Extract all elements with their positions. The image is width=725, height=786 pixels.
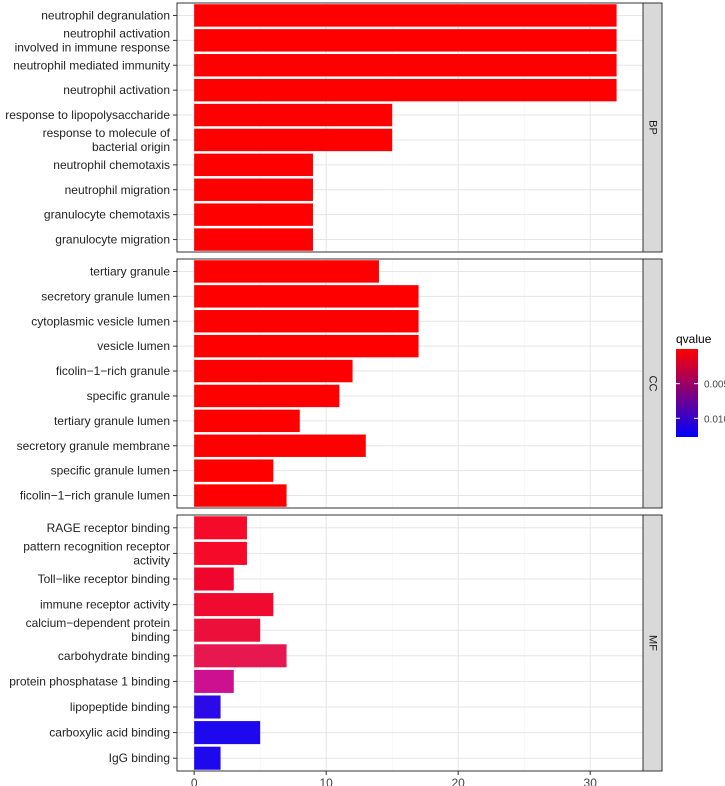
facet-strip-label: MF [647, 635, 659, 651]
x-tick-label: 0 [191, 776, 198, 786]
bar [194, 54, 617, 77]
y-tick-label: granulocyte migration [55, 233, 170, 247]
x-tick-label: 20 [452, 776, 466, 786]
bar [194, 228, 313, 251]
bar [194, 334, 419, 358]
bar [194, 409, 300, 433]
facet-strip-label: BP [647, 120, 659, 135]
bar [194, 178, 313, 201]
y-tick-label: vesicle lumen [97, 339, 170, 353]
bar [194, 593, 274, 617]
bar [194, 541, 247, 565]
bar [194, 29, 617, 52]
y-tick-label: specific granule lumen [51, 464, 170, 478]
bar [194, 203, 313, 226]
facet-strip [642, 2, 663, 253]
y-tick-label: neutrophil chemotaxis [53, 158, 170, 172]
y-tick-label: neutrophil activation [63, 83, 170, 97]
bar [194, 484, 287, 507]
bar [194, 516, 247, 540]
legend-title: qvalue [676, 332, 712, 346]
y-tick-label: tertiary granule [90, 264, 170, 278]
y-tick-label: calcium−dependent protein binding [26, 616, 170, 644]
bar [194, 669, 234, 693]
legend-tick-label: 0.005 [704, 380, 725, 391]
y-tick-label: Toll−like receptor binding [38, 572, 170, 586]
y-tick-label: ficolin−1−rich granule [56, 364, 170, 378]
legend-colorbar [676, 349, 698, 437]
y-tick-label: response to molecule of bacterial origin [43, 126, 171, 154]
facet-strip [642, 514, 663, 772]
y-tick-label: carboxylic acid binding [49, 726, 170, 740]
y-tick-label: cytoplasmic vesicle lumen [31, 314, 170, 328]
bar [194, 359, 353, 383]
bar [194, 459, 274, 482]
facet-strip [642, 258, 663, 509]
y-tick-label: immune receptor activity [40, 598, 170, 612]
bar [194, 721, 261, 745]
y-tick-label: granulocyte chemotaxis [44, 208, 170, 222]
y-tick-label: neutrophil degranulation [41, 8, 170, 22]
bar [194, 695, 221, 719]
x-tick-label: 10 [319, 776, 333, 786]
bar [194, 4, 617, 27]
y-tick-label: neutrophil activation involved in immune … [15, 26, 171, 54]
bar [194, 310, 419, 333]
bar [194, 153, 313, 177]
y-tick-label: neutrophil migration [65, 183, 170, 197]
bar [194, 644, 287, 668]
y-tick-label: response to lipopolysaccharide [5, 108, 170, 122]
bar [194, 78, 617, 102]
facet-strip-label: CC [647, 376, 659, 392]
y-tick-label: IgG binding [109, 751, 170, 765]
y-tick-label: secretory granule membrane [17, 439, 171, 453]
bar [194, 567, 234, 591]
y-tick-label: tertiary granule lumen [54, 414, 170, 428]
legend-tick-label: 0.010 [704, 414, 725, 425]
bar [194, 285, 419, 308]
bar [194, 746, 221, 770]
y-tick-label: carbohydrate binding [58, 649, 170, 663]
bar [194, 618, 261, 642]
bar [194, 103, 393, 127]
y-tick-label: lipopeptide binding [70, 700, 170, 714]
y-tick-label: specific granule [87, 389, 171, 403]
y-tick-label: pattern recognition receptor activity [23, 539, 170, 567]
bar [194, 128, 393, 152]
y-tick-label: RAGE receptor binding [47, 521, 170, 535]
y-tick-label: ficolin−1−rich granule lumen [20, 489, 170, 503]
bar [194, 384, 340, 408]
y-tick-label: neutrophil mediated immunity [13, 58, 170, 72]
bar [194, 434, 366, 457]
y-tick-label: secretory granule lumen [41, 289, 170, 303]
bar [194, 260, 379, 283]
x-tick-label: 30 [584, 776, 598, 786]
y-tick-label: protein phosphatase 1 binding [9, 674, 170, 688]
